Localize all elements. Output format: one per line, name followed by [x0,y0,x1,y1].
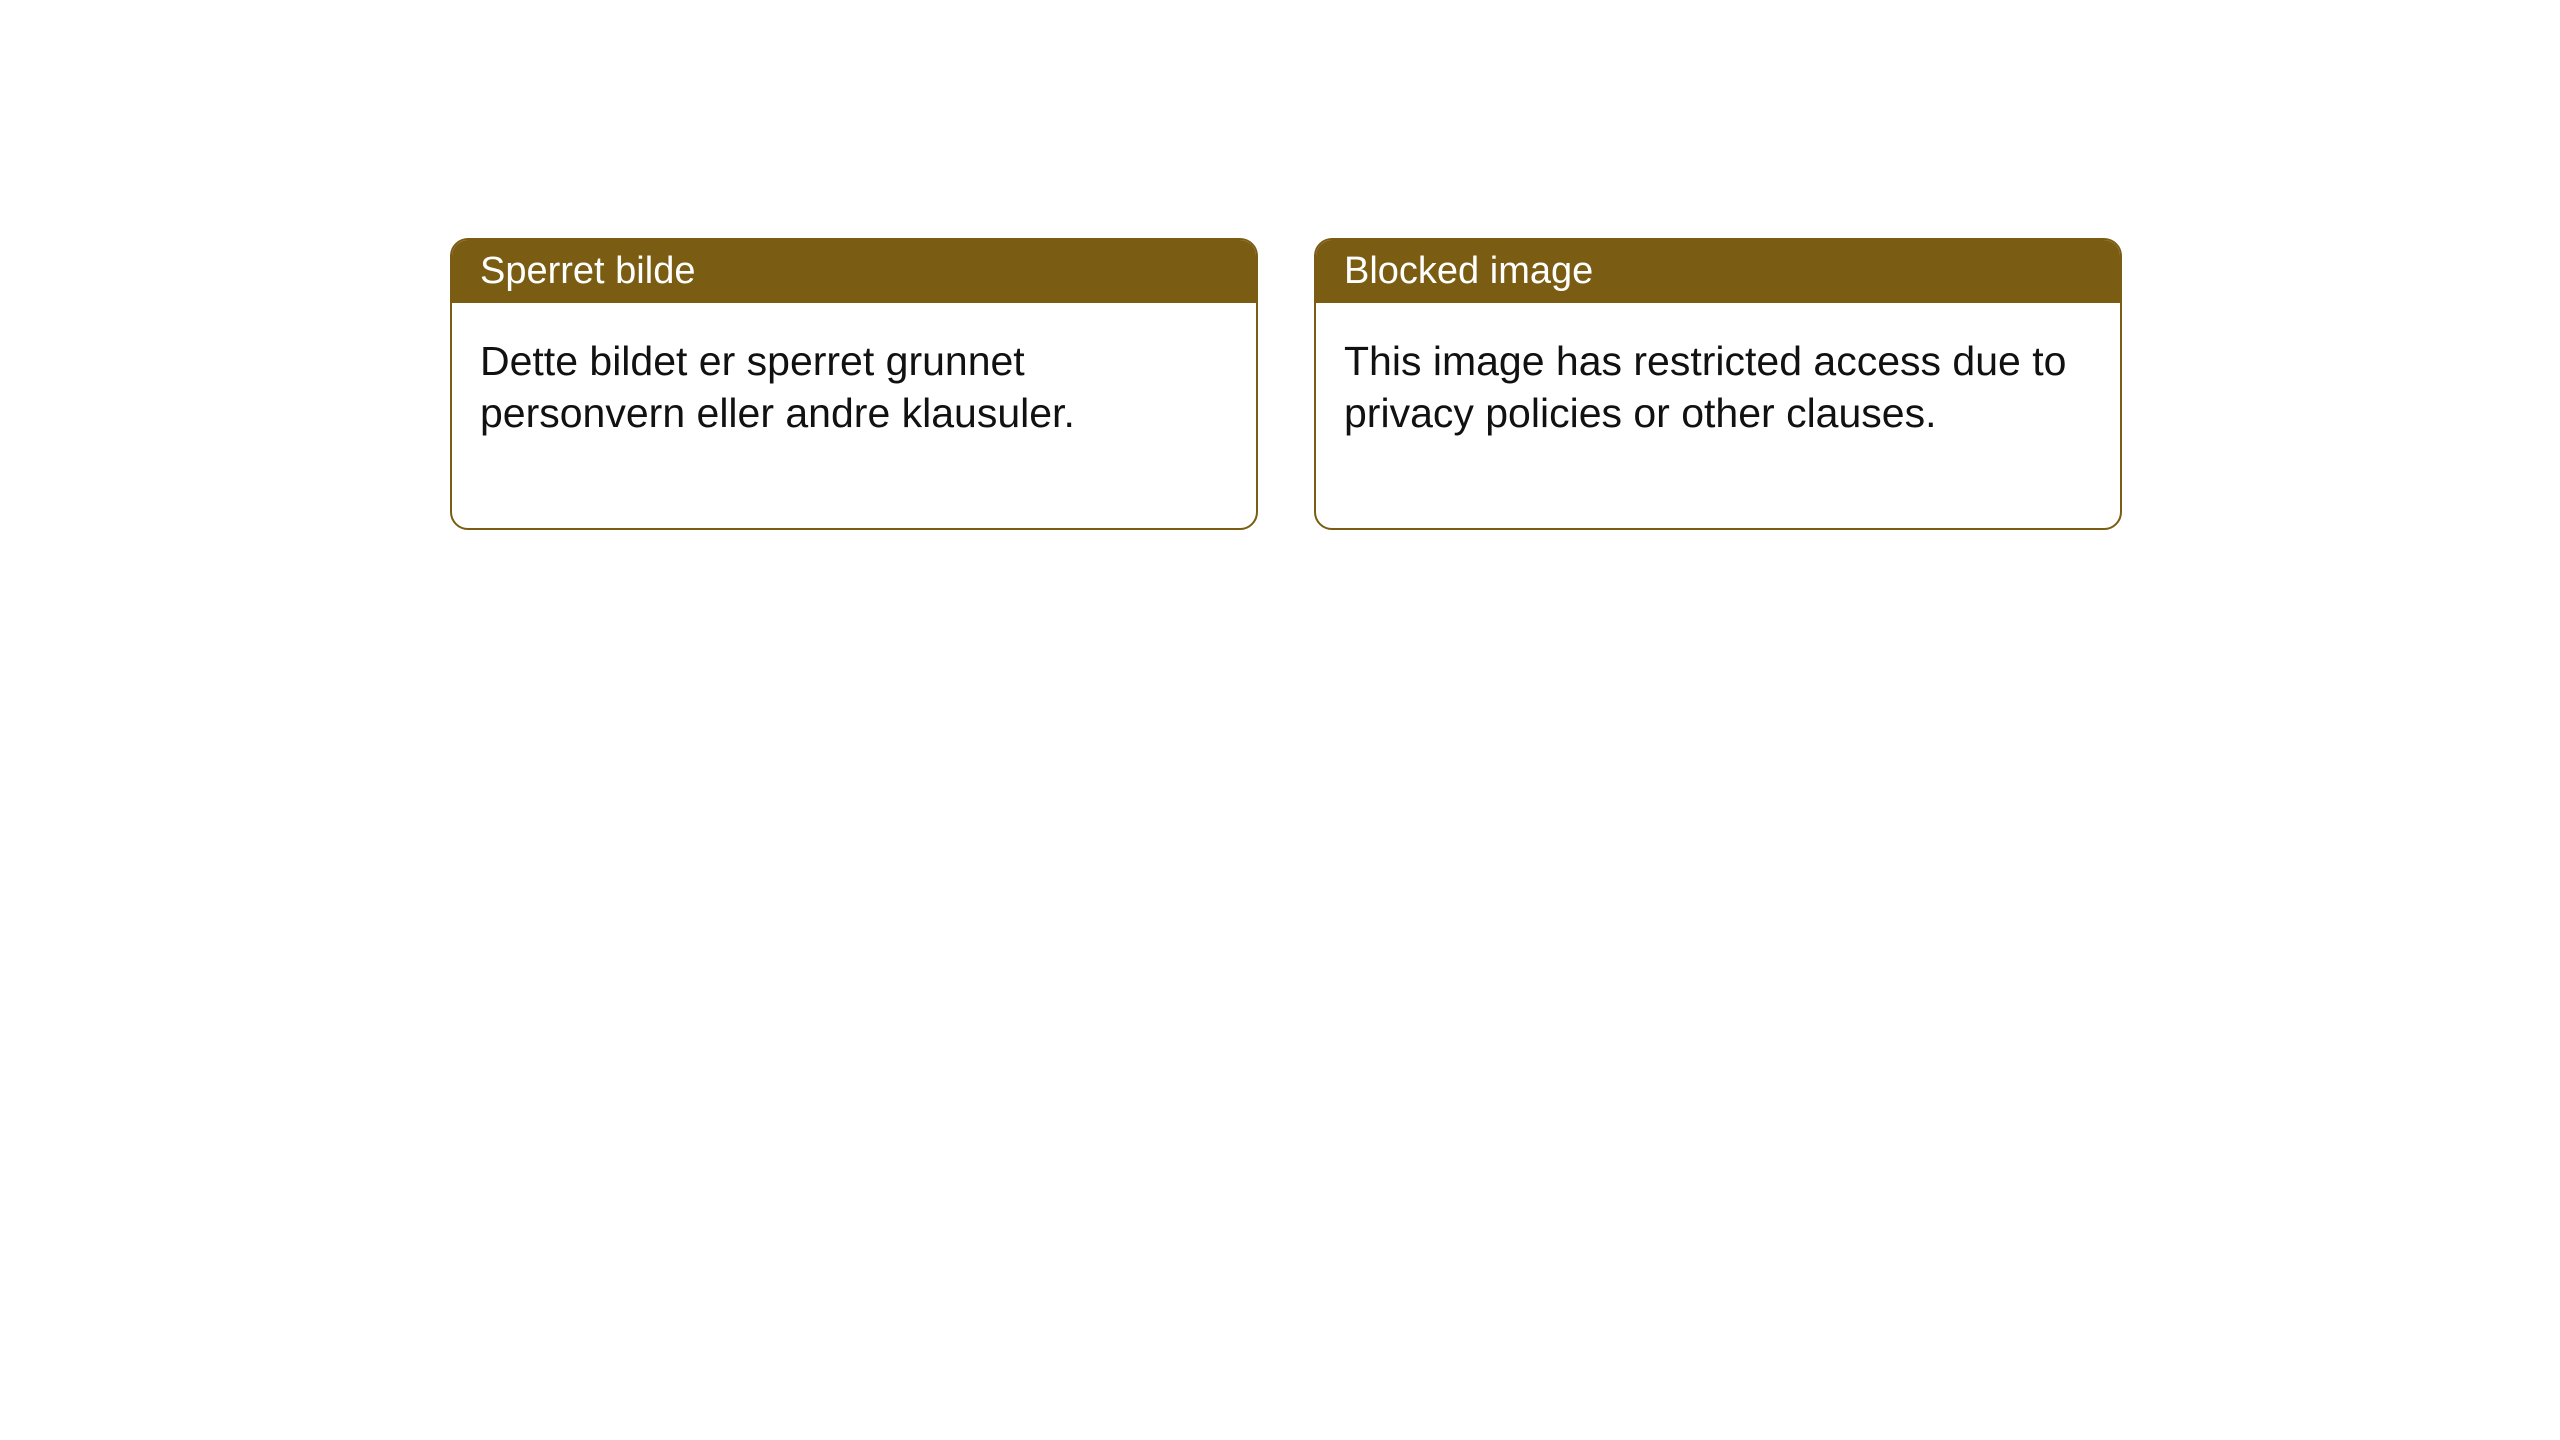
notice-container: Sperret bilde Dette bildet er sperret gr… [450,238,2122,530]
notice-body-no: Dette bildet er sperret grunnet personve… [452,303,1256,528]
notice-card-en: Blocked image This image has restricted … [1314,238,2122,530]
notice-header-no: Sperret bilde [452,240,1256,303]
notice-card-no: Sperret bilde Dette bildet er sperret gr… [450,238,1258,530]
notice-header-en: Blocked image [1316,240,2120,303]
notice-body-en: This image has restricted access due to … [1316,303,2120,528]
